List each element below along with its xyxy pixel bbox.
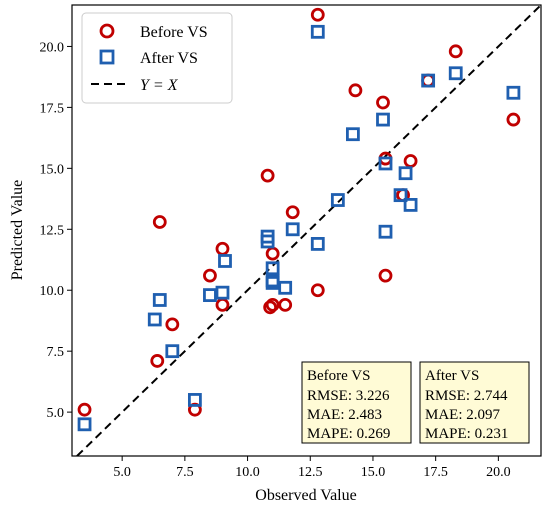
point-before-vs [150,354,165,368]
y-tick-label: 17.5 [40,101,65,116]
point-before-vs [348,83,363,98]
point-after-vs [310,237,325,251]
x-axis-title: Observed Value [255,487,356,504]
y-tick-label: 20.0 [40,40,65,55]
legend-before-label: Before VS [140,24,208,41]
point-after-vs [265,276,280,290]
point-before-vs [448,44,463,59]
y-tick-label: 12.5 [40,223,65,238]
y-tick-label: 5.0 [47,406,65,421]
point-after-vs [147,312,162,327]
y-tick-label: 7.5 [47,345,65,360]
x-tick-label: 15.0 [361,465,386,480]
point-after-vs [403,198,418,212]
legend-after-marker [99,49,115,65]
point-after-vs [285,222,300,237]
point-before-vs [403,154,418,168]
point-after-vs [448,66,463,81]
ticks-layer: 5.0 7.5 10.0 12.5 15.0 17.5 20.0 5.0 7.5 10.0 12.5… [40,40,511,480]
point-after-vs [215,285,230,300]
metrics-after-title: After VS [425,368,479,384]
point-before-vs [310,283,325,298]
point-after-vs [218,254,232,268]
x-tick-label: 20.0 [486,465,511,480]
point-before-vs [203,268,217,283]
metrics-after-rmse: RMSE: 2.744 [425,388,508,404]
y-axis-title: Predicted Value [9,180,26,281]
x-tick-label: 12.5 [298,465,323,480]
metrics-before-frame [301,361,412,444]
x-tick-label: 5.0 [113,465,131,480]
point-after-vs [378,224,393,239]
metrics-after-mae: MAE: 2.097 [425,407,501,423]
point-after-vs [506,85,521,100]
x-tick-label: 10.0 [235,465,260,480]
x-tick-label: 7.5 [176,465,194,480]
metrics-before-mae: MAE: 2.483 [307,407,382,423]
point-before-vs [263,300,278,315]
point-before-vs [165,317,180,332]
point-before-vs [285,205,300,220]
metrics-before-box: Before VS RMSE: 3.226 MAE: 2.483 MAPE: 0… [301,361,412,444]
legend: Before VS After VS Y = X [81,12,233,104]
point-after-vs [278,280,293,295]
point-before-vs [215,241,230,256]
metrics-after-box: After VS RMSE: 2.744 MAE: 2.097 MAPE: 0.… [419,361,530,444]
point-after-vs [265,261,280,276]
point-before-vs [310,7,325,22]
points-layer [77,7,521,432]
legend-before-marker [99,23,115,39]
plot-frame [71,4,542,457]
x-tick-label: 17.5 [423,465,448,480]
metrics-before-title: Before VS [307,368,370,384]
point-before-vs [376,95,390,110]
metrics-after-frame [419,361,530,444]
point-before-vs [215,297,230,312]
point-before-vs [278,297,293,312]
point-after-vs [260,229,275,244]
point-before-vs [265,297,280,312]
legend-box [81,12,233,104]
point-after-vs [152,293,167,307]
point-after-vs [376,112,390,127]
legend-yx-label: Y = X [140,77,179,94]
metrics-before-rmse: RMSE: 3.226 [307,388,390,404]
point-after-vs [345,127,360,142]
point-after-vs [378,156,393,171]
point-after-vs [421,73,436,88]
point-before-vs [260,168,275,183]
legend-after-label: After VS [140,50,198,67]
point-before-vs [265,246,280,261]
y-tick-label: 15.0 [40,162,65,177]
point-after-vs [165,344,180,359]
metrics-after-mape: MAPE: 0.231 [425,426,508,442]
y-tick-label: 10.0 [40,284,65,299]
point-before-vs [421,73,436,88]
y-equals-x-line [76,5,541,456]
point-after-vs [398,166,413,181]
point-after-vs [330,193,345,207]
point-after-vs [203,288,217,303]
point-before-vs [77,402,92,417]
point-before-vs [152,215,167,229]
point-after-vs [77,417,92,432]
point-after-vs [187,393,202,407]
point-after-vs [310,24,325,39]
metrics-before-mape: MAPE: 0.269 [307,426,390,442]
point-after-vs [393,188,408,203]
point-before-vs [506,112,521,127]
point-before-vs [378,268,393,283]
